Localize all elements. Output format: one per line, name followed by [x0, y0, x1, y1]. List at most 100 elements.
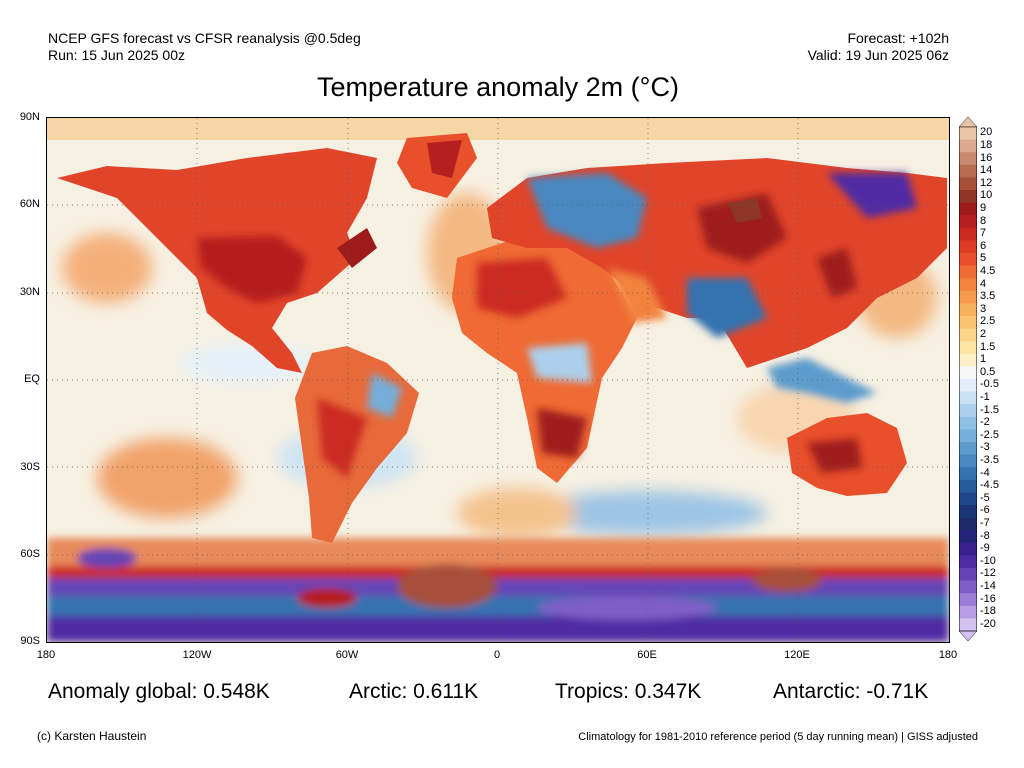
- climatology-note: Climatology for 1981-2010 reference peri…: [578, 731, 978, 743]
- header-left: NCEP GFS forecast vs CFSR reanalysis @0.…: [48, 30, 361, 64]
- colorbar-label: -10: [980, 554, 996, 567]
- lat-label-30n: 30N: [19, 286, 40, 298]
- colorbar-label: 1: [980, 353, 987, 366]
- colorbar-label: 18: [980, 138, 993, 151]
- colorbar: [959, 117, 977, 641]
- colorbar-swatch: [959, 593, 977, 607]
- colorbar-label: 4: [980, 277, 987, 290]
- colorbar-swatch: [959, 164, 977, 178]
- colorbar-swatch: [959, 152, 977, 166]
- lat-label-60n: 60N: [19, 198, 40, 210]
- colorbar-swatch: [959, 227, 977, 241]
- valid-time: Valid: 19 Jun 2025 06z: [807, 47, 949, 63]
- lat-label-90s: 90S: [20, 635, 40, 647]
- colorbar-label: 16: [980, 151, 993, 164]
- colorbar-label: 2: [980, 327, 987, 340]
- colorbar-swatch: [959, 379, 977, 392]
- map-title: Temperature anomaly 2m (°C): [317, 72, 679, 102]
- forecast-hour: Forecast: +102h: [847, 30, 949, 46]
- colorbar-label: 8: [980, 214, 987, 227]
- colorbar-label: -3: [980, 441, 990, 454]
- colorbar-swatch: [959, 328, 977, 342]
- lon-label-120w: 120W: [182, 649, 212, 661]
- colorbar-label: 4.5: [980, 264, 996, 277]
- colorbar-label: -18: [980, 605, 996, 618]
- north-america: [57, 133, 477, 373]
- colorbar-label: -6: [980, 504, 990, 517]
- colorbar-label: -8: [980, 529, 990, 542]
- stat-antarctic: Antarctic: -0.71K: [773, 680, 929, 703]
- lon-label-60w: 60W: [335, 649, 359, 661]
- colorbar-swatch: [959, 341, 977, 355]
- colorbar-swatch: [959, 278, 977, 292]
- lon-label-60e: 60E: [637, 649, 657, 661]
- colorbar-label: -16: [980, 592, 996, 605]
- colorbar-swatch: [959, 442, 977, 455]
- colorbar-swatch: [959, 190, 977, 203]
- colorbar-swatch: [959, 580, 977, 594]
- colorbar-label: 14: [980, 164, 993, 177]
- colorbar-swatch: [959, 605, 977, 619]
- colorbar-label: -0.5: [980, 378, 999, 391]
- colorbar-label: -14: [980, 579, 996, 592]
- colorbar-label: 10: [980, 189, 993, 202]
- colorbar-swatch: [959, 454, 977, 468]
- colorbar-swatch: [959, 215, 977, 229]
- colorbar-label: 9: [980, 201, 987, 214]
- colorbar-label: -5: [980, 491, 990, 504]
- south-america: [295, 346, 419, 543]
- colorbar-swatch: [959, 290, 977, 304]
- colorbar-label: 0.5: [980, 365, 996, 378]
- lat-label-eq: EQ: [24, 373, 40, 385]
- colorbar-label: -3.5: [980, 453, 999, 466]
- colorbar-label: -9: [980, 542, 990, 555]
- colorbar-swatch: [959, 127, 977, 140]
- credit-text: (c) Karsten Haustein: [37, 729, 147, 743]
- africa: [452, 238, 637, 483]
- australia: [787, 413, 907, 496]
- colorbar-swatch: [959, 492, 977, 506]
- colorbar-swatch: [959, 479, 977, 493]
- lon-label-180w: 180: [36, 649, 56, 661]
- colorbar-label: -4: [980, 466, 990, 479]
- colorbar-bottom-arrow: [959, 630, 977, 641]
- run-time: Run: 15 Jun 2025 00z: [48, 47, 185, 63]
- colorbar-swatch: [959, 303, 977, 317]
- colorbar-outline: [959, 126, 977, 632]
- header-right: Forecast: +102h Valid: 19 Jun 2025 06z: [808, 30, 949, 64]
- colorbar-swatch: [959, 530, 977, 544]
- colorbar-label: 5: [980, 252, 987, 265]
- colorbar-swatch: [959, 139, 977, 153]
- lat-label-90n: 90N: [19, 111, 40, 123]
- colorbar-swatch: [959, 391, 977, 405]
- colorbar-label: 3: [980, 302, 987, 315]
- colorbar-label: 12: [980, 176, 993, 189]
- colorbar-swatch: [959, 253, 977, 266]
- colorbar-swatch: [959, 517, 977, 531]
- colorbar-label: -2: [980, 416, 990, 429]
- anomaly-map: [46, 117, 950, 643]
- lon-label-0: 0: [493, 649, 501, 661]
- colorbar-label: -20: [980, 617, 996, 630]
- colorbar-swatch: [959, 366, 977, 380]
- colorbar-label: -1: [980, 390, 990, 403]
- colorbar-swatch: [959, 429, 977, 443]
- colorbar-label: -1.5: [980, 403, 999, 416]
- colorbar-top-arrow: [959, 117, 977, 128]
- colorbar-label: -7: [980, 516, 990, 529]
- colorbar-label: 3.5: [980, 290, 996, 303]
- colorbar-swatch: [959, 505, 977, 518]
- lon-label-120e: 120E: [784, 649, 810, 661]
- colorbar-label: 1.5: [980, 340, 996, 353]
- colorbar-label: -2.5: [980, 428, 999, 441]
- colorbar-label: 6: [980, 239, 987, 252]
- stat-global: Anomaly global: 0.548K: [48, 680, 270, 703]
- colorbar-swatch: [959, 568, 977, 581]
- colorbar-label: -12: [980, 567, 996, 580]
- colorbar-swatch: [959, 618, 977, 632]
- colorbar-swatch: [959, 177, 977, 191]
- stat-tropics: Tropics: 0.347K: [555, 680, 702, 703]
- stat-arctic: Arctic: 0.611K: [349, 680, 479, 703]
- colorbar-swatch: [959, 404, 977, 418]
- map-graphic: [47, 118, 949, 642]
